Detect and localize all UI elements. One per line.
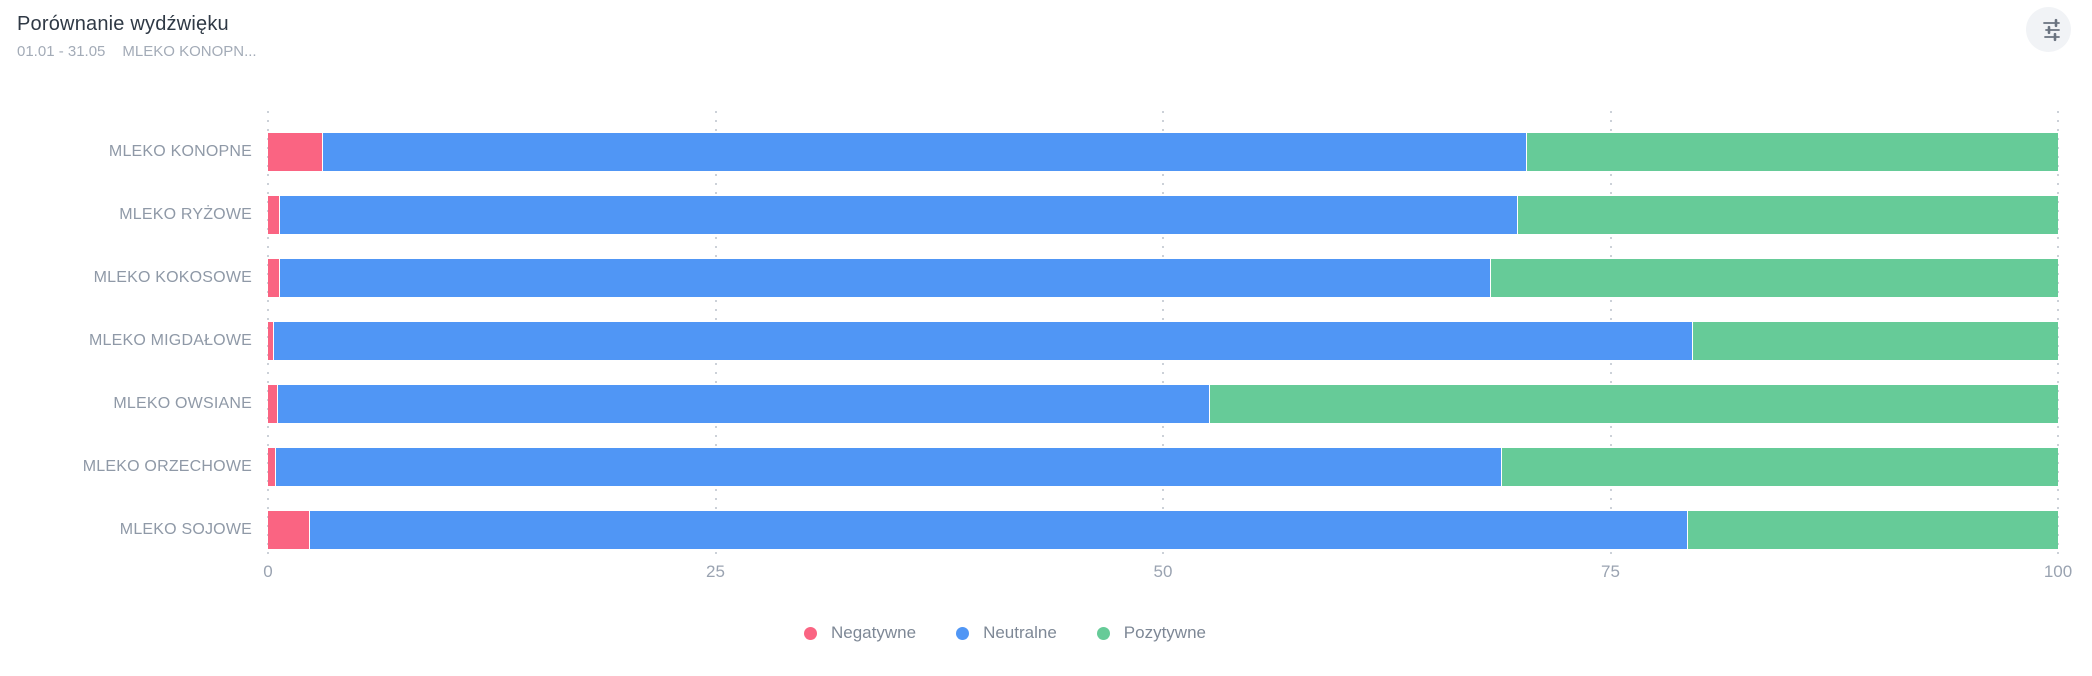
category-label: MLEKO RYŻOWE xyxy=(119,206,252,223)
bar-row-mleko-kokosowe: MLEKO KOKOSOWE xyxy=(0,259,2092,297)
legend-item-negatywne[interactable]: Negatywne xyxy=(804,623,916,643)
bar-segment-pozytywne[interactable] xyxy=(1491,259,2058,297)
filter-keyword: MLEKO KONOPN... xyxy=(122,43,257,60)
x-tick-label-0: 0 xyxy=(263,562,273,581)
legend-dot-neutralne xyxy=(956,626,970,640)
bar-segment-negatywne[interactable] xyxy=(268,385,277,423)
bar-segment-neutralne[interactable] xyxy=(279,259,1491,297)
category-label: MLEKO KOKOSOWE xyxy=(93,269,252,286)
bar-track xyxy=(268,196,2058,234)
bar-segment-pozytywne[interactable] xyxy=(1518,196,2058,234)
legend-item-pozytywne[interactable]: Pozytywne xyxy=(1096,623,1206,643)
bar-segment-neutralne[interactable] xyxy=(322,133,1526,171)
x-tick-label-100: 100 xyxy=(2043,562,2073,581)
chart-settings-button[interactable] xyxy=(2026,7,2071,52)
category-label: MLEKO SOJOWE xyxy=(119,521,252,538)
bar-segment-pozytywne[interactable] xyxy=(1687,511,2058,549)
bar-segment-negatywne[interactable] xyxy=(268,511,310,549)
card-subtitle: 01.01 - 31.05 MLEKO KONOPN... xyxy=(17,43,2072,60)
bar-track xyxy=(268,133,2058,171)
bar-row-mleko-sojowe: MLEKO SOJOWE xyxy=(0,511,2092,549)
legend-label: Pozytywne xyxy=(1123,623,1206,642)
bar-segment-pozytywne[interactable] xyxy=(1210,385,2058,423)
chart-rows: MLEKO KONOPNE MLEKO RYŻOWE MLEKO KOKOSOWE M… xyxy=(0,133,2092,549)
bar-segment-negatywne[interactable] xyxy=(268,322,274,360)
bar-track xyxy=(268,511,2058,549)
legend-dot-negatywne xyxy=(804,626,817,640)
bar-segment-neutralne[interactable] xyxy=(310,511,1687,549)
x-tick-label-75: 75 xyxy=(1601,562,1620,581)
sentiment-bar-chart: MLEKO KONOPNE MLEKO RYŻOWE MLEKO KOKOSOWE M… xyxy=(0,93,2092,559)
x-axis: 0 25 50 75 100 xyxy=(263,549,2072,593)
bar-segment-negatywne[interactable] xyxy=(268,259,279,297)
bar-row-mleko-migda-owe: MLEKO MIGDAŁOWE xyxy=(0,322,2092,360)
category-label: MLEKO MIGDAŁOWE xyxy=(88,332,252,349)
bar-segment-negatywne[interactable] xyxy=(268,448,276,486)
bar-segment-neutralne[interactable] xyxy=(274,322,1693,360)
category-label: MLEKO KONOPNE xyxy=(108,143,252,160)
chart-legend: Negatywne Neutralne Pozytywne xyxy=(0,623,2051,643)
page-title: Porównanie wydźwięku xyxy=(17,13,229,35)
x-tick-label-50: 50 xyxy=(1153,562,1173,581)
legend-dot-pozytywne xyxy=(1096,626,1110,640)
bar-row-mleko-owsiane: MLEKO OWSIANE xyxy=(0,385,2092,423)
bar-segment-neutralne[interactable] xyxy=(277,385,1210,423)
category-label: MLEKO OWSIANE xyxy=(113,395,252,412)
bar-row-mleko-orzechowe: MLEKO ORZECHOWE xyxy=(0,448,2092,486)
bar-segment-pozytywne[interactable] xyxy=(1693,322,2058,360)
date-range: 01.01 - 31.05 xyxy=(17,43,106,60)
legend-item-neutralne[interactable]: Neutralne xyxy=(956,623,1057,643)
card-header: Porównanie wydźwięku 01.01 - 31.05 MLEKO… xyxy=(0,0,2092,60)
bar-segment-neutralne[interactable] xyxy=(276,448,1501,486)
sliders-icon xyxy=(2042,18,2060,41)
bar-track xyxy=(268,385,2058,423)
x-tick-label-25: 25 xyxy=(706,562,725,581)
bar-segment-pozytywne[interactable] xyxy=(1501,448,2058,486)
bar-segment-neutralne[interactable] xyxy=(279,196,1518,234)
bar-track xyxy=(268,448,2058,486)
legend-label: Neutralne xyxy=(983,623,1057,642)
category-label: MLEKO ORZECHOWE xyxy=(82,458,252,475)
legend-label: Negatywne xyxy=(831,623,917,642)
bar-row-mleko-ry-owe: MLEKO RYŻOWE xyxy=(0,196,2092,234)
bar-row-mleko-konopne: MLEKO KONOPNE xyxy=(0,133,2092,171)
bar-track xyxy=(268,259,2058,297)
bar-track xyxy=(268,322,2058,360)
bar-segment-pozytywne[interactable] xyxy=(1526,133,2058,171)
bar-segment-negatywne[interactable] xyxy=(268,133,322,171)
bar-segment-negatywne[interactable] xyxy=(268,196,279,234)
